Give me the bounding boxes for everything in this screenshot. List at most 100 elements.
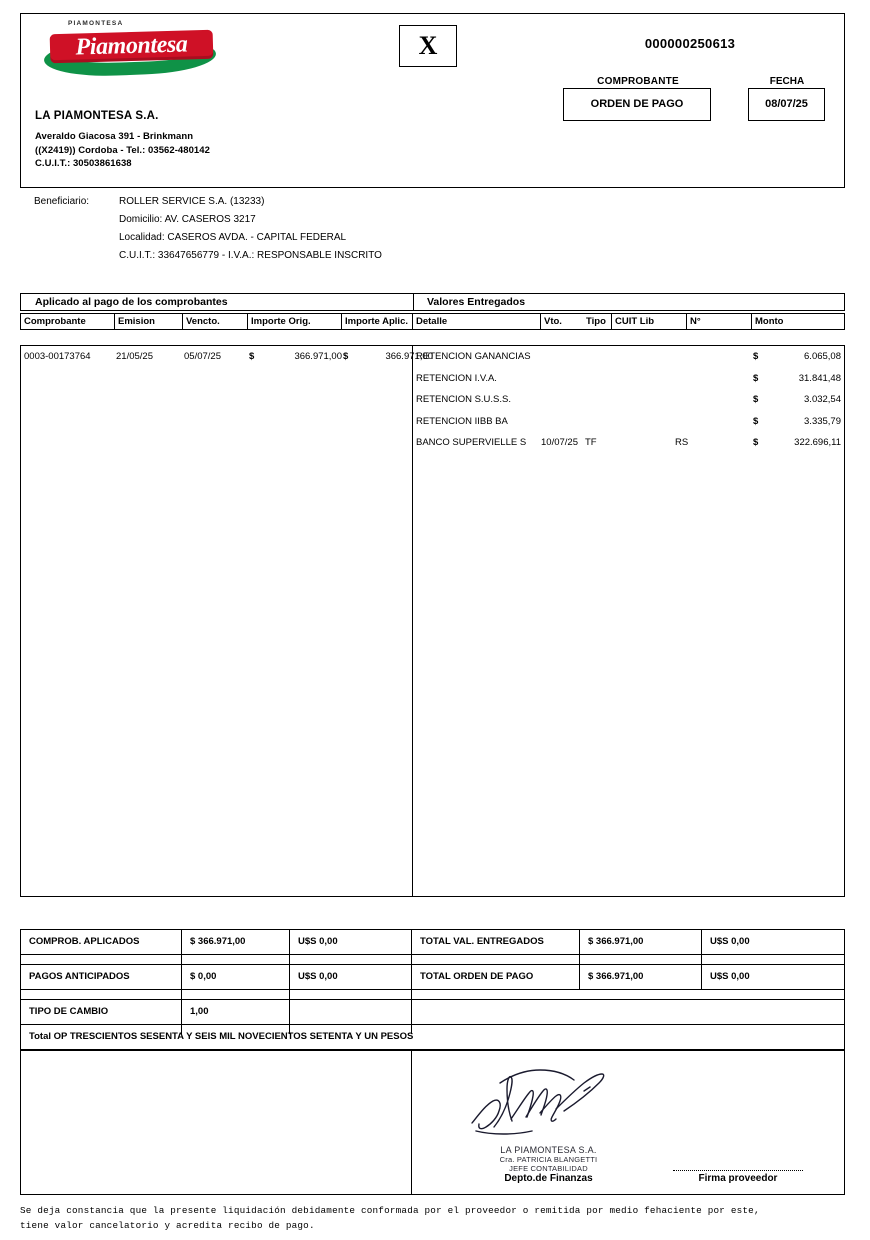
header-monto: Monto [755,316,784,327]
label-total-val-entregados: TOTAL VAL. ENTREGADOS [420,936,544,947]
beneficiary-localidad-row: Localidad: CASEROS AVDA. - CAPITAL FEDER… [34,232,554,250]
value-total-val-entregados-pesos: $ 366.971,00 [588,936,644,947]
fecha-value: 08/07/25 [748,88,825,121]
table-row: 0003-00173764 21/05/25 05/07/25 $ 366.97… [21,349,433,370]
cell-currency: $ [753,351,759,362]
header-frame [20,13,845,188]
header-cuit-lib: CUIT Lib [615,316,655,327]
cell-numero: RS [675,437,689,448]
col-divider-8 [686,314,688,329]
cell-tipo: TF [585,437,597,448]
stamp-company: LA PIAMONTESA S.A. [500,1145,597,1155]
company-block: LA PIAMONTESA S.A. Averaldo Giacosa 391 … [35,110,435,171]
totals-row-tipo-de-cambio: TIPO DE CAMBIO 1,00 [20,999,845,1025]
beneficiary-domicilio-row: Domicilio: AV. CASEROS 3217 [34,214,554,232]
company-address: Averaldo Giacosa 391 - Brinkmann [35,131,194,142]
footer-line-1: Se deja constancia que la presente liqui… [20,1205,760,1216]
cell-emision: 21/05/25 [116,351,153,362]
logo-top-text: PIAMONTESA [68,20,124,27]
cell-monto: 322.696,11 [794,437,841,448]
beneficiary-block: Beneficiario: ROLLER SERVICE S.A. (13233… [34,196,554,268]
cell-currency: $ [753,372,759,384]
header-vencto: Vencto. [186,316,220,327]
logo-wordmark: Piamontesa [75,31,188,61]
signature-divider [411,1051,413,1194]
right-table-title: Valores Entregados [427,296,526,308]
cell-detalle: RETENCION S.U.S.S. [416,394,512,405]
total-op-in-words: Total OP TRESCIENTOS SESENTA Y SEIS MIL … [20,1024,845,1050]
department-label: Depto.de Finanzas [504,1173,593,1184]
footer-line-2: tiene valor cancelatorio y acredita reci… [20,1220,315,1231]
beneficiary-localidad: Localidad: CASEROS AVDA. - CAPITAL FEDER… [119,232,347,243]
cell-monto: 31.841,48 [798,372,841,384]
header-comprobante: Comprobante [24,316,86,327]
cell-currency-orig: $ [249,351,255,362]
col-divider-9 [751,314,753,329]
totals-section: COMPROB. APLICADOS $ 366.971,00 U$S 0,00… [20,929,845,1034]
stamp-person: Cra. PATRICIA BLANGETTI [499,1155,598,1164]
table-body: 0003-00173764 21/05/25 05/07/25 $ 366.97… [20,345,845,897]
value-pagos-anticipados-usd: U$S 0,00 [298,971,338,982]
cell-currency: $ [753,437,759,448]
document-number: 000000250613 [644,36,736,51]
col-divider-2 [182,314,184,329]
label-comprob-aplicados: COMPROB. APLICADOS [29,936,140,947]
value-total-val-entregados-usd: U$S 0,00 [710,936,750,947]
cell-currency: $ [753,415,759,427]
cell-monto: 6.065,08 [804,351,841,362]
header-vto: Vto. [544,316,562,327]
cell-detalle: RETENCION GANANCIAS [416,351,531,362]
label-pagos-anticipados: PAGOS ANTICIPADOS [29,971,130,982]
cell-vto: 10/07/25 [541,437,578,448]
totals-row-comprob-aplicados: COMPROB. APLICADOS $ 366.971,00 U$S 0,00… [20,929,845,955]
value-total-orden-de-pago-pesos: $ 366.971,00 [588,971,644,982]
beneficiary-name-row: Beneficiario: ROLLER SERVICE S.A. (13233… [34,196,554,214]
provider-signature-line [673,1170,803,1171]
accounting-stamp: LA PIAMONTESA S.A. Cra. PATRICIA BLANGET… [461,1145,636,1173]
value-tipo-de-cambio: 1,00 [190,1006,209,1017]
table-row: RETENCION IIBB BA $ 3.335,79 [413,413,845,435]
value-total-orden-de-pago-usd: U$S 0,00 [710,971,750,982]
header-emision: Emision [118,316,155,327]
table-row: RETENCION GANANCIAS $ 6.065,08 [413,348,845,370]
label-tipo-de-cambio: TIPO DE CAMBIO [29,1006,109,1017]
cell-detalle: RETENCION IIBB BA [416,415,508,427]
table-row: RETENCION S.U.S.S. $ 3.032,54 [413,391,845,413]
header-tipo: Tipo [586,316,606,327]
signature-section: LA PIAMONTESA S.A. Cra. PATRICIA BLANGET… [20,1050,845,1195]
cell-detalle: RETENCION I.V.A. [416,372,497,384]
header-numero: N° [690,316,701,327]
comprobante-label: COMPROBANTE [597,76,679,87]
col-divider-3 [247,314,249,329]
col-divider-6 [540,314,542,329]
stamp-role: JEFE CONTABILIDAD [509,1164,588,1173]
cell-importe-orig: 366.971,00 [294,351,342,362]
header-detalle: Detalle [416,316,448,327]
body-divider [412,346,414,896]
table-header-row: Comprobante Emision Vencto. Importe Orig… [20,313,845,330]
header-importe-orig: Importe Orig. [251,316,311,327]
cell-currency: $ [753,394,759,405]
cell-comprobante: 0003-00173764 [24,351,91,362]
company-city: ((X2419)) Cordoba - Tel.: 03562-480142 [35,144,210,156]
beneficiary-label: Beneficiario: [34,196,90,207]
beneficiary-domicilio: Domicilio: AV. CASEROS 3217 [119,214,256,225]
totals-gap-2 [20,990,845,999]
footer-legal-text: Se deja constancia que la presente liqui… [20,1203,820,1233]
label-total-orden-de-pago: TOTAL ORDEN DE PAGO [420,971,534,982]
totals-row-pagos-anticipados: PAGOS ANTICIPADOS $ 0,00 U$S 0,00 TOTAL … [20,964,845,990]
cell-importe-aplic: 366.971,00 [385,351,433,362]
document-type-x-box: X [399,25,457,67]
title-divider [413,294,415,310]
cell-currency-aplic: $ [343,351,349,362]
header-importe-aplic: Importe Aplic. [345,316,408,327]
beneficiary-cuit-row: C.U.I.T.: 33647656779 - I.V.A.: RESPONSA… [34,250,554,268]
value-comprob-aplicados-pesos: $ 366.971,00 [190,936,246,947]
col-divider-7 [611,314,613,329]
comprobante-value: ORDEN DE PAGO [563,88,711,121]
cell-detalle: BANCO SUPERVIELLE S [416,437,527,448]
fecha-label: FECHA [769,76,805,87]
table-title-row: Aplicado al pago de los comprobantes Val… [20,293,845,311]
cell-monto: 3.032,54 [804,394,841,405]
